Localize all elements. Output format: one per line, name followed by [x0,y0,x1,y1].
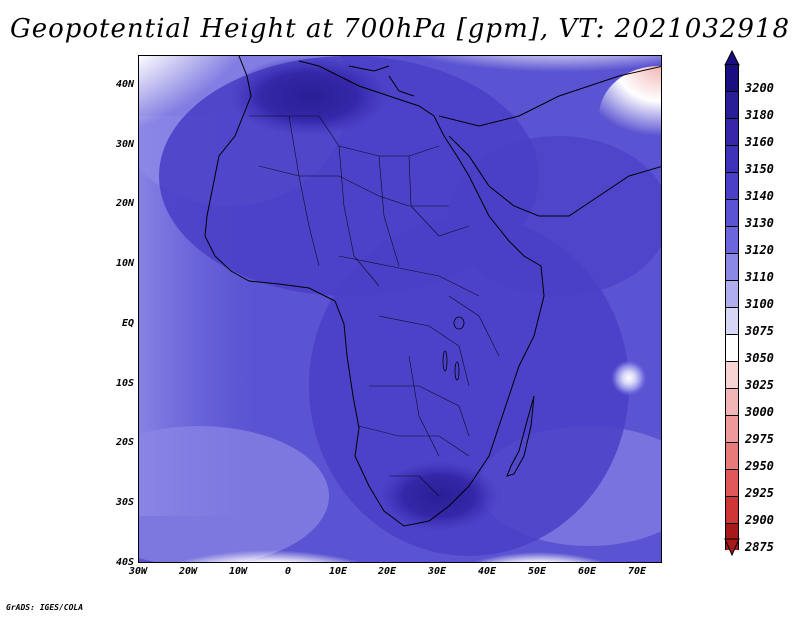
colorbar-level-label: 3075 [745,324,774,338]
colorbar-cell [725,91,739,118]
colorbar-level-label: 3120 [745,243,774,257]
lat-label-20n: 20N [115,198,134,209]
lon-label-30e: 30E [427,566,447,577]
lon-label-20w: 20W [178,566,198,577]
chart-title: Geopotential Height at 700hPa [gpm], VT:… [9,14,791,44]
lon-label-40e: 40E [477,566,497,577]
lon-label-20e: 20E [377,566,397,577]
lat-label-20s: 20S [115,437,134,448]
colorbar-cell [725,199,739,226]
colorbar-cell [725,307,739,334]
coastlines [204,56,661,527]
colorbar-bottom-arrow [724,538,740,556]
lon-label-0: 0 [284,566,292,577]
colorbar-level-label: 3000 [745,405,774,419]
colorbar-cell [725,388,739,415]
lat-label-10s: 10S [115,378,134,389]
colorbar-cell [725,145,739,172]
lon-label-30w: 30W [128,566,148,577]
colorbar-level-label: 3200 [745,81,774,95]
colorbar-level-label: 2975 [745,432,774,446]
colorbar-level-label: 2925 [745,486,774,500]
lon-label-10e: 10E [328,566,348,577]
low-mediterranean [409,56,661,96]
colorbar-cell [725,334,739,361]
colorbar-cell [725,64,739,91]
lat-label-10n: 10N [115,258,134,269]
colorbar-level-label: 2900 [745,513,774,527]
lat-label-eq: EQ [121,318,134,329]
colorbar-level-label: 3180 [745,108,774,122]
colorbar-cell [725,172,739,199]
cyclone-eye [611,360,647,396]
colorbar-level-label: 2875 [745,540,774,554]
lat-label-40n: 40N [115,79,134,90]
colorbar-cell [725,496,739,523]
colorbar-level-label: 2950 [745,459,774,473]
grads-credit: GrADS: IGES/COLA [6,603,84,612]
lon-label-10w: 10W [228,566,248,577]
colorbar-cell [725,361,739,388]
colorbar-level-label: 3130 [745,216,774,230]
lon-label-50e: 50E [527,566,547,577]
colorbar-level-label: 3025 [745,378,774,392]
colorbar-cell [725,118,739,145]
lakes [442,316,465,381]
colorbar-level-label: 3110 [745,270,774,284]
colorbar-level-label: 3050 [745,351,774,365]
map-panel [138,55,662,563]
lat-label-30s: 30S [115,497,134,508]
colorbar-level-label: 3140 [745,189,774,203]
colorbar [725,64,739,550]
colorbar-cell [725,469,739,496]
borders [249,115,500,497]
colorbar-cell [725,415,739,442]
colorbar-cell [725,442,739,469]
colorbar-cell [725,280,739,307]
low-south-atlantic [139,494,419,562]
low-south-indian [429,504,649,562]
lon-label-60e: 60E [577,566,597,577]
colorbar-cell [725,226,739,253]
colorbar-level-label: 3160 [745,135,774,149]
colorbar-level-label: 3150 [745,162,774,176]
lat-label-40s: 40S [115,557,134,568]
lat-label-30n: 30N [115,139,134,150]
colorbar-level-label: 3100 [745,297,774,311]
lon-label-70e: 70E [627,566,647,577]
low-northwest [139,56,279,156]
geopotential-map [139,56,661,562]
colorbar-cell [725,253,739,280]
